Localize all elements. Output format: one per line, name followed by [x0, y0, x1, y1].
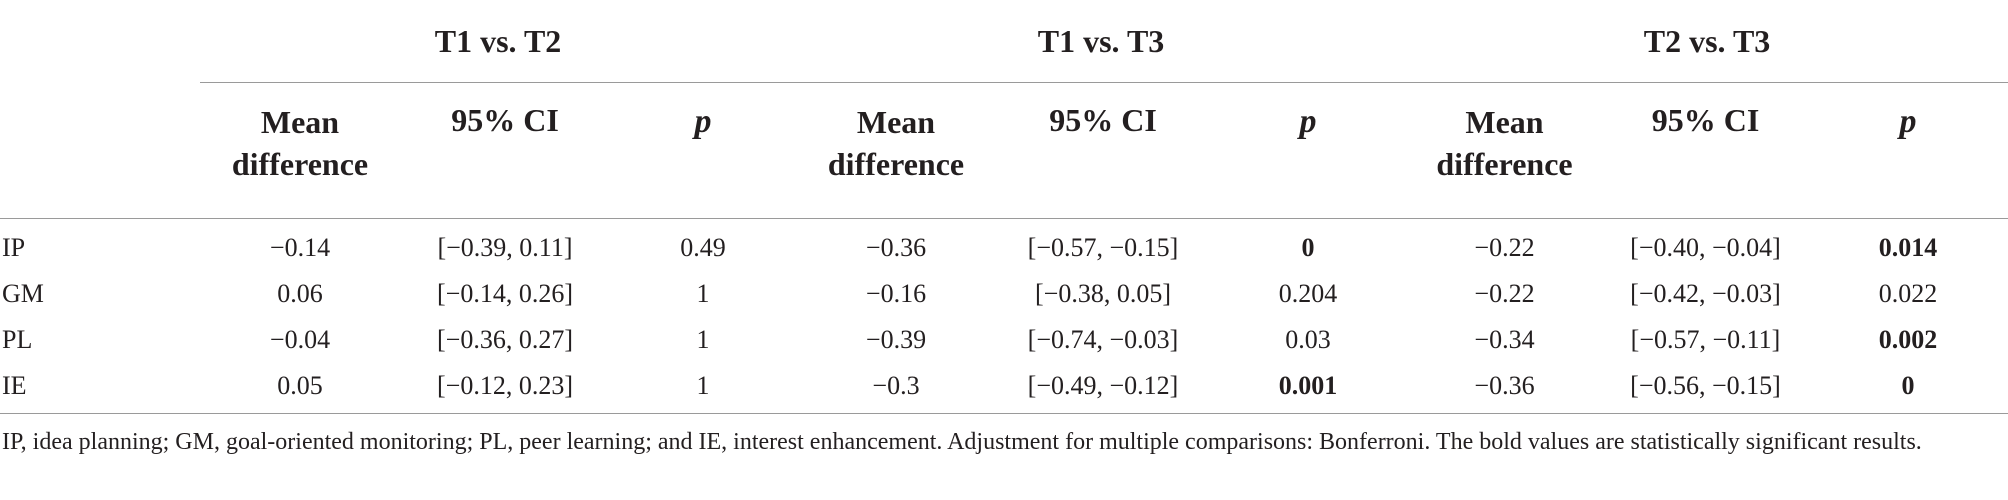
table-body: IP −0.14 [−0.39, 0.11] 0.49 −0.36 [−0.57, −0.… — [0, 219, 2008, 414]
p-value-cell: 0.204 — [1278, 279, 1338, 308]
mean-difference-cell: −0.14 — [269, 233, 331, 262]
ci-cell: [−0.14, 0.26] — [437, 279, 573, 308]
corner-cell-2 — [0, 82, 200, 219]
table-row: PL −0.04 [−0.36, 0.27] 1 −0.39 [−0.74, −0.03]… — [0, 317, 2008, 363]
p-header: p — [1210, 82, 1406, 219]
mean-difference-header: Mean difference — [1406, 82, 1603, 219]
group-header-t1-t3: T1 vs. T3 — [796, 0, 1406, 83]
p-value-cell: 0 — [1808, 363, 2008, 414]
mean-difference-cell: −0.39 — [865, 325, 927, 354]
row-label: IE — [0, 363, 200, 414]
ci-cell: [−0.38, 0.05] — [1035, 279, 1171, 308]
mean-difference-header: Mean difference — [796, 82, 996, 219]
table-footnote: IP, idea planning; GM, goal-oriented mon… — [2, 429, 1922, 455]
ci-cell: [−0.57, −0.11] — [1630, 325, 1781, 354]
p-value-cell: 1 — [696, 279, 710, 308]
group-header-t1-t2: T1 vs. T2 — [200, 0, 796, 83]
corner-cell — [0, 0, 200, 83]
table-row: GM 0.06 [−0.14, 0.26] 1 −0.16 [−0.38, 0.05] 0.… — [0, 271, 2008, 317]
p-value-cell: 0 — [1301, 233, 1315, 262]
row-label: PL — [2, 325, 33, 354]
mean-difference-cell: −0.36 — [865, 233, 927, 262]
p-value-cell: 0.03 — [1285, 325, 1331, 354]
mean-difference-cell: −0.04 — [269, 325, 331, 354]
p-header: p — [610, 82, 796, 219]
group-header-t2-t3: T2 vs. T3 — [1406, 0, 2008, 83]
mean-difference-cell: −0.3 — [796, 363, 996, 414]
mean-difference-cell: −0.22 — [1474, 279, 1535, 308]
ci-cell: [−0.57, −0.15] — [1027, 233, 1179, 262]
p-value-cell: 0.022 — [1878, 279, 1938, 308]
table-row: IE 0.05 [−0.12, 0.23] 1 −0.3 [−0.49, −0.12] 0.… — [0, 363, 2008, 414]
mean-difference-cell: 0.06 — [277, 279, 323, 308]
ci-cell: [−0.12, 0.23] — [400, 363, 610, 414]
ci-cell: [−0.56, −0.15] — [1603, 363, 1808, 414]
row-label: GM — [2, 279, 44, 308]
mean-difference-cell: −0.34 — [1474, 325, 1535, 354]
mean-difference-cell: 0.05 — [200, 363, 400, 414]
p-value-cell: 1 — [610, 363, 796, 414]
comparison-table: T1 vs. T2 T1 vs. T3 T2 vs. T3 Mean differ… — [0, 0, 2008, 414]
p-value-cell: 0.002 — [1878, 325, 1938, 354]
mean-difference-cell: −0.36 — [1406, 363, 1603, 414]
subheader-row: Mean difference 95% CI p Mean difference 9… — [0, 82, 2008, 219]
p-value-cell: 0.001 — [1210, 363, 1406, 414]
ci-cell: [−0.74, −0.03] — [1027, 325, 1179, 354]
ci-cell: [−0.36, 0.27] — [437, 325, 573, 354]
p-value-cell: 0.014 — [1878, 233, 1938, 262]
p-header: p — [1808, 82, 2008, 219]
p-value-cell: 0.49 — [680, 233, 726, 262]
ci-header: 95% CI — [400, 82, 610, 219]
ci-cell: [−0.49, −0.12] — [996, 363, 1210, 414]
ci-cell: [−0.40, −0.04] — [1630, 233, 1781, 262]
mean-difference-cell: −0.16 — [865, 279, 927, 308]
table-row: IP −0.14 [−0.39, 0.11] 0.49 −0.36 [−0.57, −0.… — [0, 219, 2008, 272]
mean-difference-cell: −0.22 — [1474, 233, 1535, 262]
p-value-cell: 1 — [696, 325, 710, 354]
ci-header: 95% CI — [996, 82, 1210, 219]
ci-cell: [−0.39, 0.11] — [437, 233, 573, 262]
ci-cell: [−0.42, −0.03] — [1630, 279, 1781, 308]
ci-header: 95% CI — [1603, 82, 1808, 219]
group-header-row: T1 vs. T2 T1 vs. T3 T2 vs. T3 — [0, 0, 2008, 83]
mean-difference-header: Mean difference — [200, 82, 400, 219]
row-label: IP — [2, 233, 26, 262]
